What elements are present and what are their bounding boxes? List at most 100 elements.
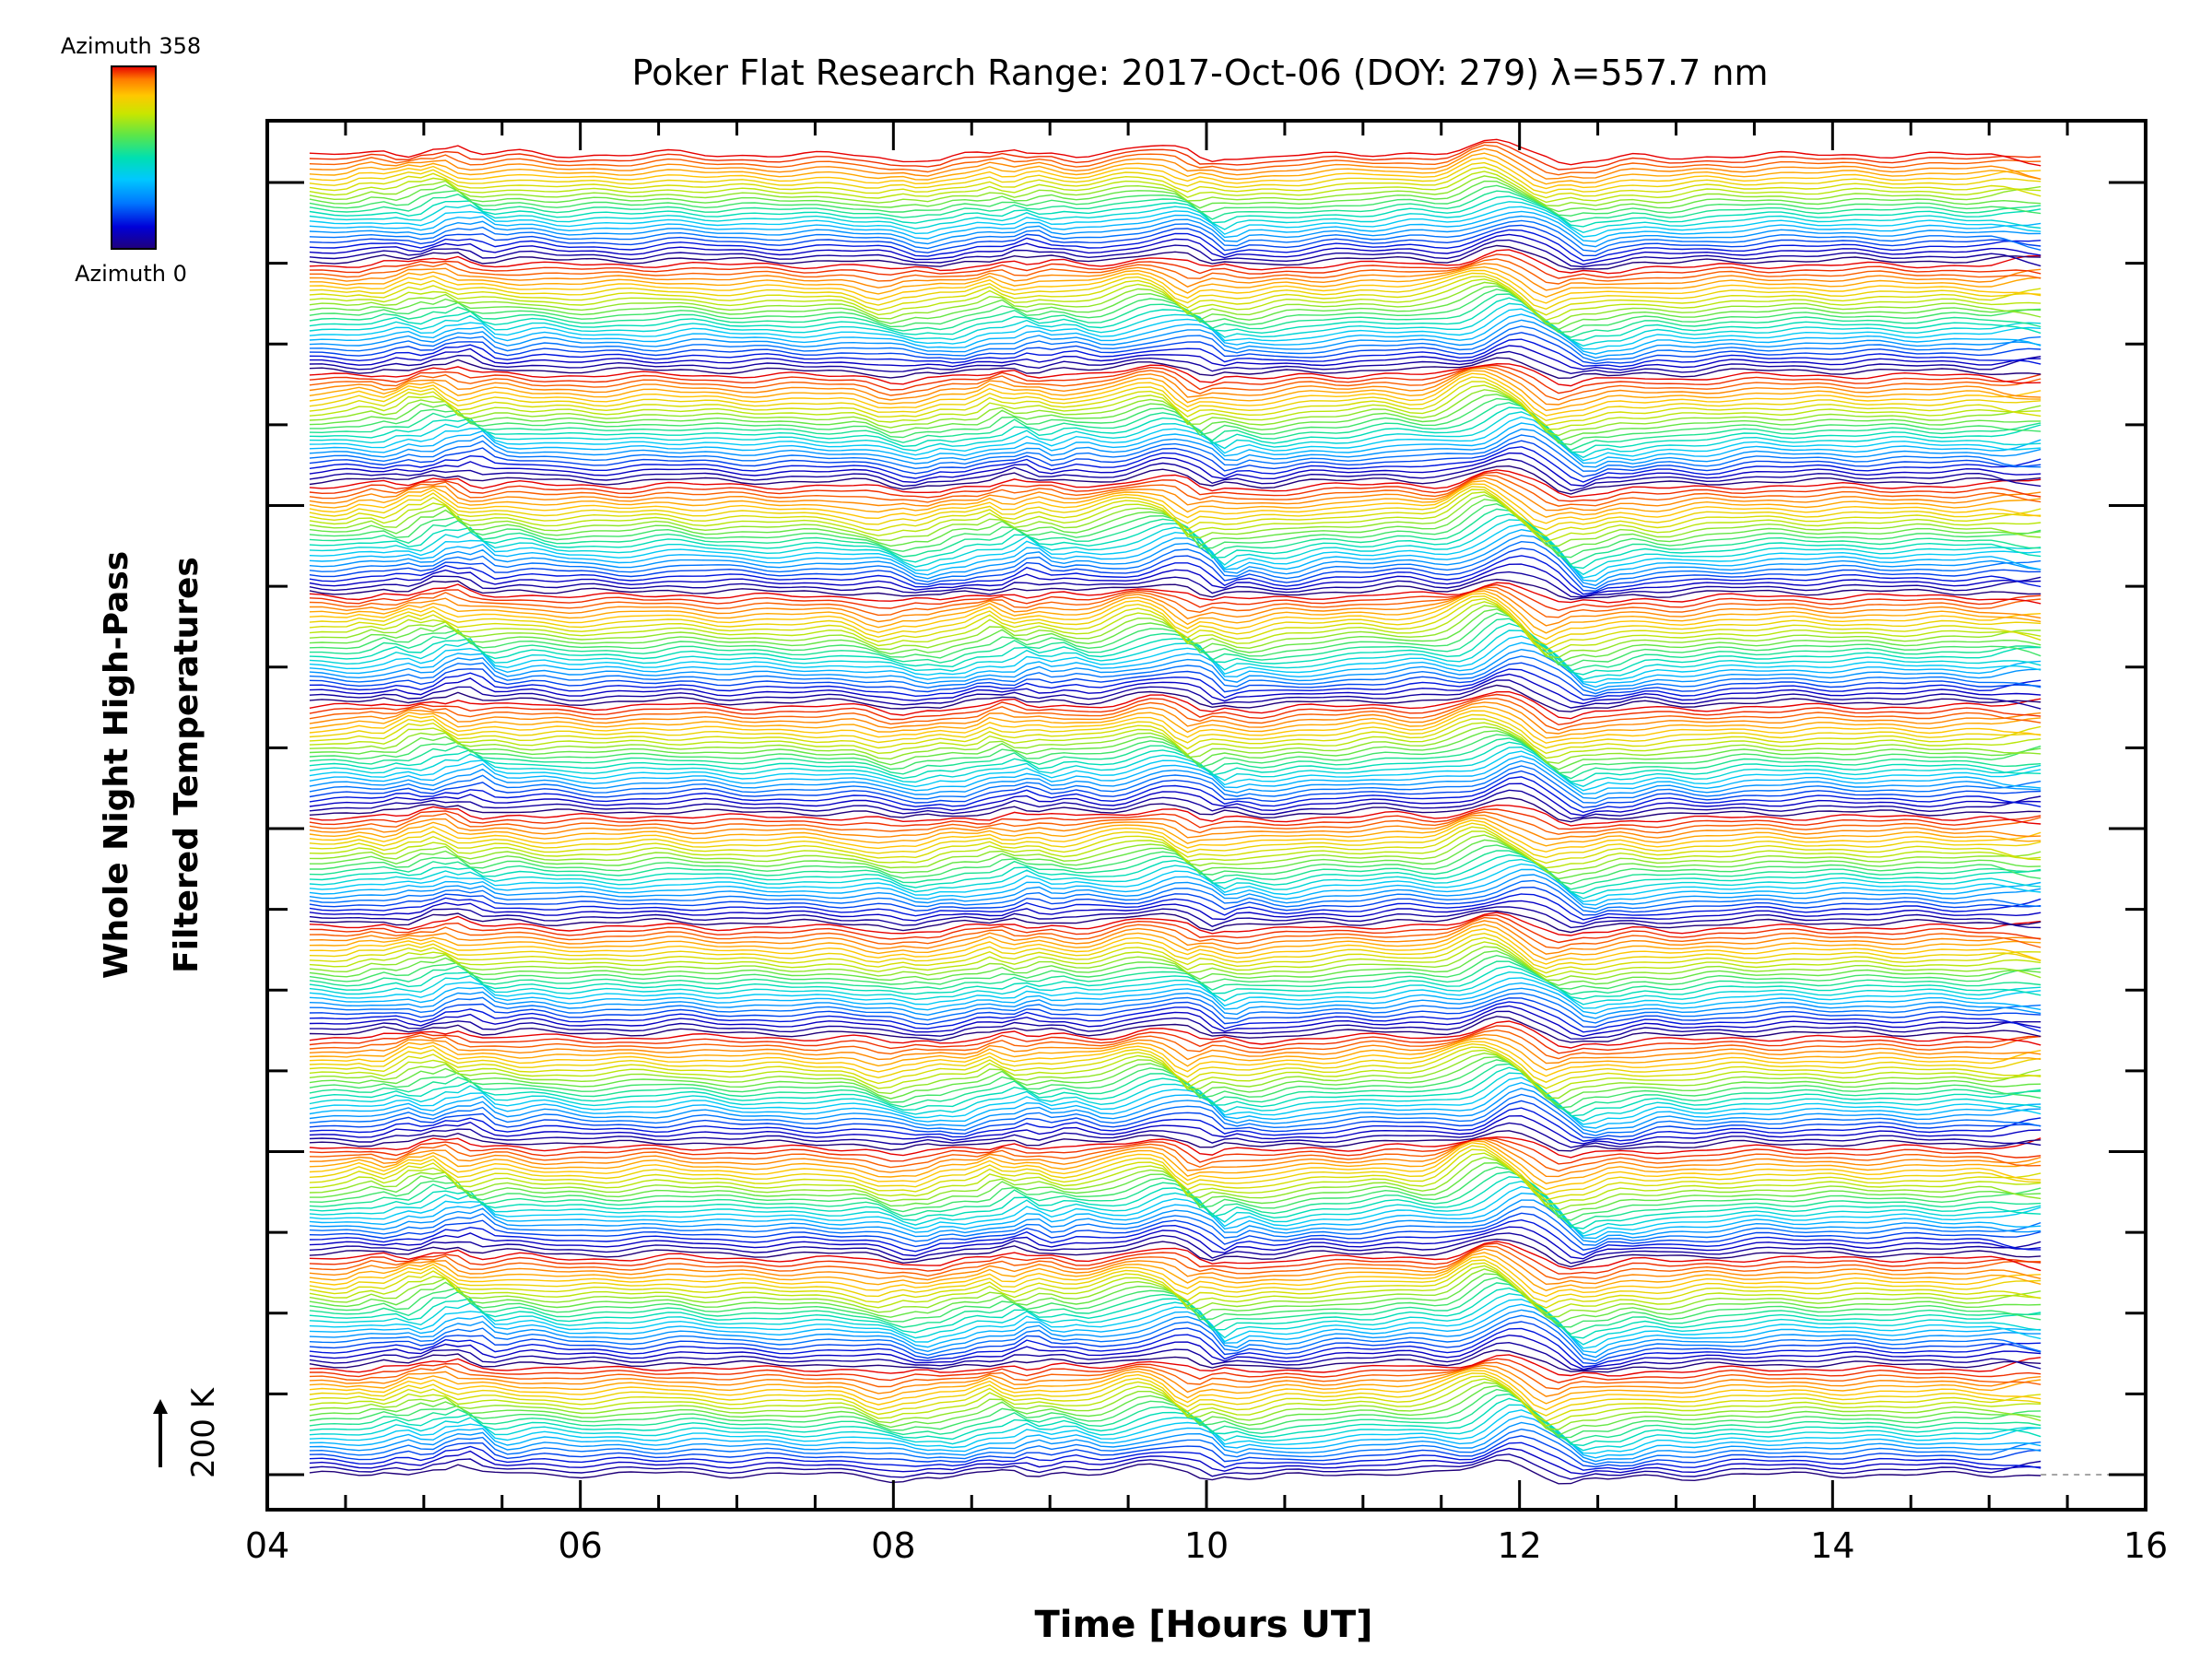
trace-line [309, 175, 2041, 207]
trace-line [309, 1005, 2041, 1038]
trace-line [309, 372, 2041, 417]
trace-line [309, 1137, 2041, 1172]
trace-line [309, 668, 2041, 701]
x-tick-label: 14 [1810, 1525, 1854, 1566]
trace-line [309, 1241, 2041, 1272]
trace-line [309, 233, 2041, 265]
trace-line [309, 1334, 2041, 1371]
trace-line [309, 879, 2041, 913]
trace-line [309, 987, 2041, 1019]
trace-line [309, 571, 2041, 598]
scale-bar-label: 200 K [185, 1386, 222, 1478]
trace-line [309, 524, 2041, 579]
trace-line [309, 734, 2041, 774]
trace-line [309, 479, 2041, 518]
trace-line [309, 936, 2041, 974]
trace-line [309, 710, 2041, 744]
trace-line [309, 422, 2041, 465]
trace-line [309, 434, 2041, 472]
trace-line [309, 1248, 2041, 1286]
trace-line [309, 474, 2041, 507]
trace-line [309, 376, 2041, 422]
trace-line [309, 635, 2041, 684]
trace-line [309, 796, 2041, 823]
trace-line [309, 1114, 2041, 1146]
trace-line [309, 906, 2041, 929]
trace-line [309, 737, 2041, 780]
trace-line [309, 540, 2041, 590]
trace-line [309, 1020, 2041, 1049]
trace-line [309, 269, 2041, 304]
trace-line [309, 297, 2041, 341]
trace-line [309, 519, 2041, 576]
trace-line [309, 1016, 2041, 1043]
trace-line [309, 384, 2041, 430]
trace-line [309, 313, 2041, 355]
trace-line [309, 1218, 2041, 1256]
trace-line [309, 397, 2041, 446]
trace-line [309, 850, 2041, 890]
trace-line [309, 471, 2041, 502]
trace-line [309, 893, 2041, 921]
trace-line [309, 1303, 2041, 1354]
trace-line [309, 276, 2041, 316]
trace-line [309, 1063, 2041, 1114]
trace-line [309, 1299, 2041, 1349]
trace-line [309, 593, 2041, 641]
trace-line [309, 830, 2041, 869]
trace-line [309, 1072, 2041, 1123]
trace-line [309, 1029, 2041, 1060]
trace-line [309, 1100, 2041, 1139]
trace-line [309, 819, 2041, 853]
trace-line [309, 362, 2041, 387]
trace-line [309, 804, 2041, 827]
trace-line [309, 1252, 2041, 1291]
trace-line [309, 1077, 2041, 1125]
trace-line [309, 293, 2041, 338]
trace-line [309, 486, 2041, 531]
trace-line [309, 206, 2041, 238]
trace-line [309, 161, 2041, 194]
trace-line [309, 982, 2041, 1015]
trace-line [309, 741, 2041, 782]
trace-line [309, 325, 2041, 362]
trace-line [309, 1354, 2041, 1377]
trace-line [309, 722, 2041, 759]
trace-line [309, 1282, 2041, 1335]
trace-line [309, 440, 2041, 477]
trace-line [309, 863, 2041, 903]
trace-line [309, 446, 2041, 483]
trace-line [309, 157, 2041, 190]
trace-line [309, 868, 2041, 906]
trace-line [309, 1393, 2041, 1444]
trace-line [309, 1171, 2041, 1227]
trace-line [309, 488, 2041, 537]
trace-line [309, 1137, 2041, 1165]
trace-lines [309, 138, 2041, 1485]
trace-line [309, 1415, 2041, 1459]
trace-line [309, 190, 2041, 223]
colorbar [111, 65, 157, 250]
trace-line [309, 1435, 2041, 1468]
x-tick-label: 12 [1497, 1525, 1541, 1566]
trace-line [309, 1421, 2041, 1463]
trace-line [309, 912, 2041, 936]
trace-line [309, 977, 2041, 1009]
trace-line [309, 367, 2041, 406]
trace-line [309, 416, 2041, 462]
trace-line [309, 746, 2041, 787]
trace-line [309, 265, 2041, 299]
trace-line [309, 1459, 2041, 1485]
trace-line [309, 586, 2041, 618]
trace-line [309, 465, 2041, 495]
trace-line [309, 629, 2041, 680]
trace-line [309, 263, 2041, 291]
trace-line [309, 839, 2041, 880]
trace-line [309, 1321, 2041, 1365]
trace-line [309, 1265, 2041, 1314]
trace-line [309, 648, 2041, 692]
trace-line [309, 1428, 2041, 1465]
trace-line [309, 583, 2041, 612]
trace-line [309, 759, 2041, 800]
trace-line [309, 239, 2041, 268]
